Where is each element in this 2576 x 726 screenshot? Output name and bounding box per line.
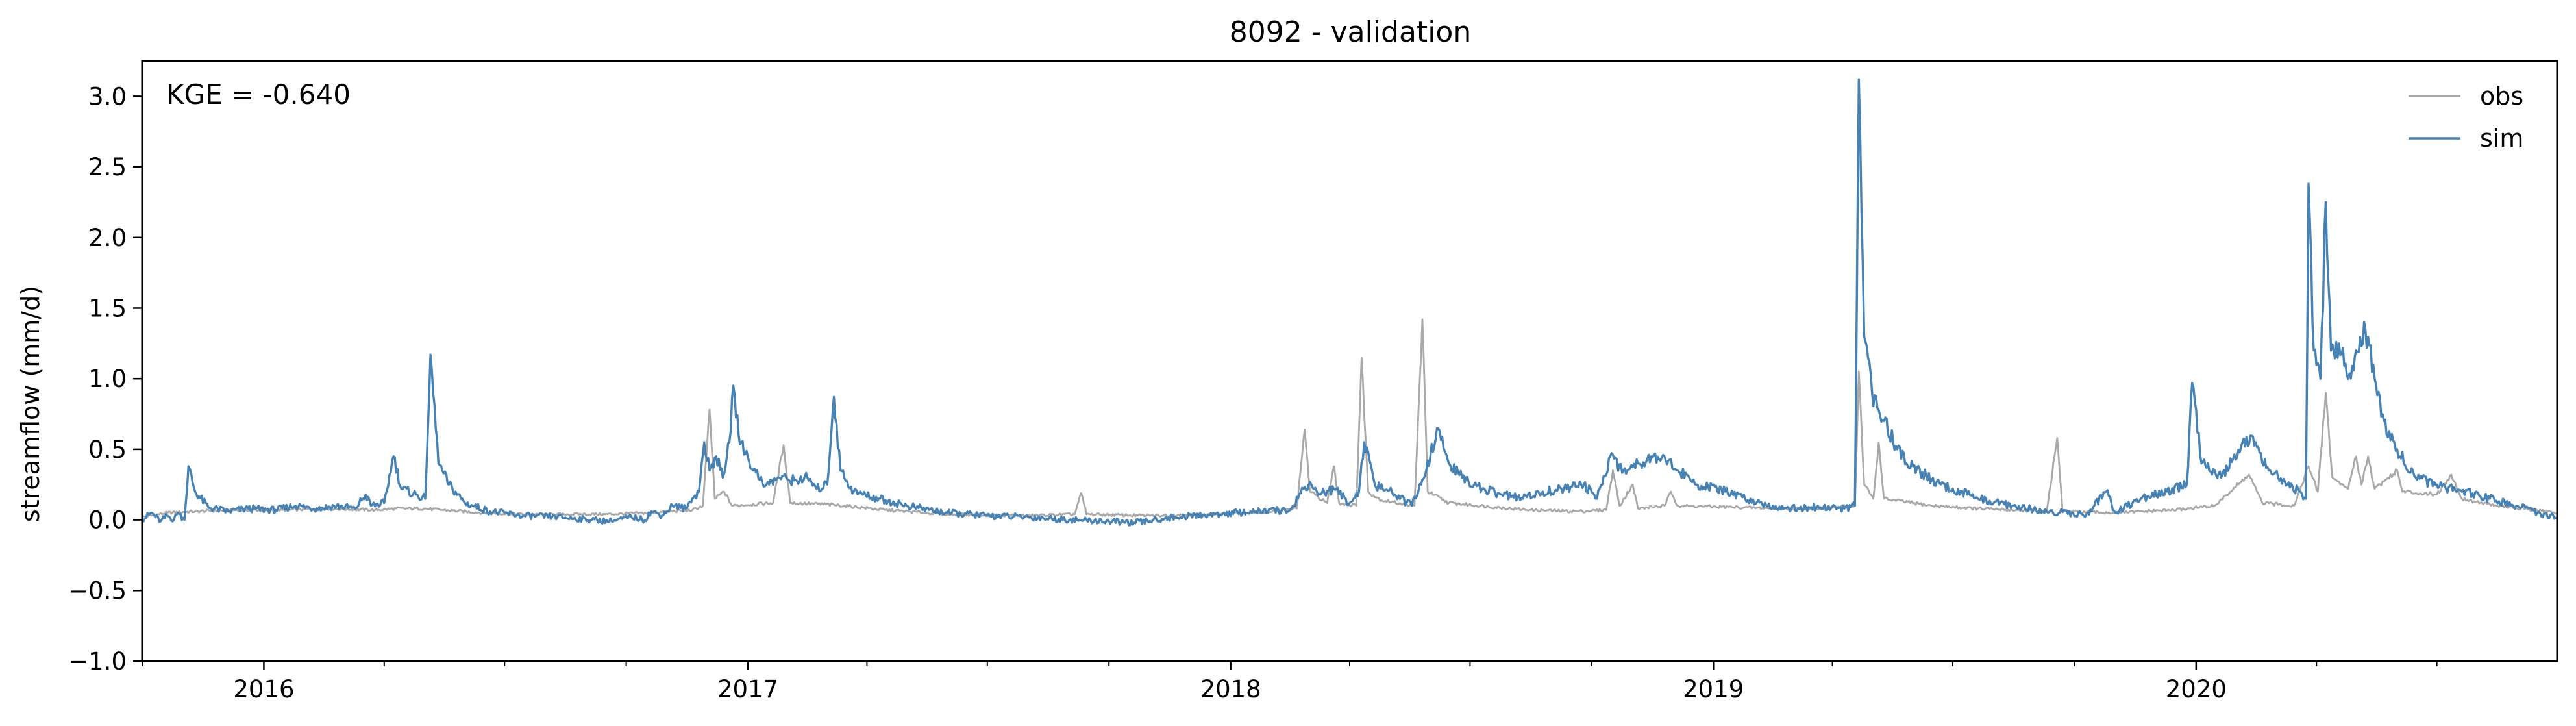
kge-annotation: KGE = -0.640 [166,79,351,110]
y-tick-label: 1.5 [88,294,127,322]
y-tick-label: 3.0 [88,82,127,110]
y-tick-label: 0.5 [88,436,127,464]
legend: obs sim [2409,82,2523,153]
x-tick-label: 2016 [233,675,294,703]
legend-label-sim: sim [2480,124,2523,153]
y-tick-label: 0.0 [88,507,127,534]
series-layer [141,78,2558,527]
plot-area: −1.0−0.50.00.51.01.52.02.53.0 2016 2017 20… [68,60,2558,703]
x-tick-label: 2017 [717,675,778,703]
x-tick-label: 2018 [1200,675,1261,703]
x-axis: 2016 2017 2018 2019 2020 [142,661,2438,703]
x-tick-label: 2019 [1683,675,1744,703]
series-line-sim [141,78,2558,527]
y-tick-label: 2.0 [88,224,127,252]
y-axis-label: streamflow (mm/d) [16,286,45,522]
y-axis: −1.0 −0.5 0.0 0.5 1.0 1.5 2.0 2.5 3.0 [68,82,142,675]
y-tick-label: −0.5 [68,577,127,605]
y-tick-label: 2.5 [88,153,127,181]
x-tick-label: 2020 [2166,675,2227,703]
chart-title: 8092 - validation [1230,16,1471,49]
y-tick-label: 1.0 [88,365,127,393]
y-tick-label: −1.0 [68,647,127,675]
legend-label-obs: obs [2480,82,2523,110]
